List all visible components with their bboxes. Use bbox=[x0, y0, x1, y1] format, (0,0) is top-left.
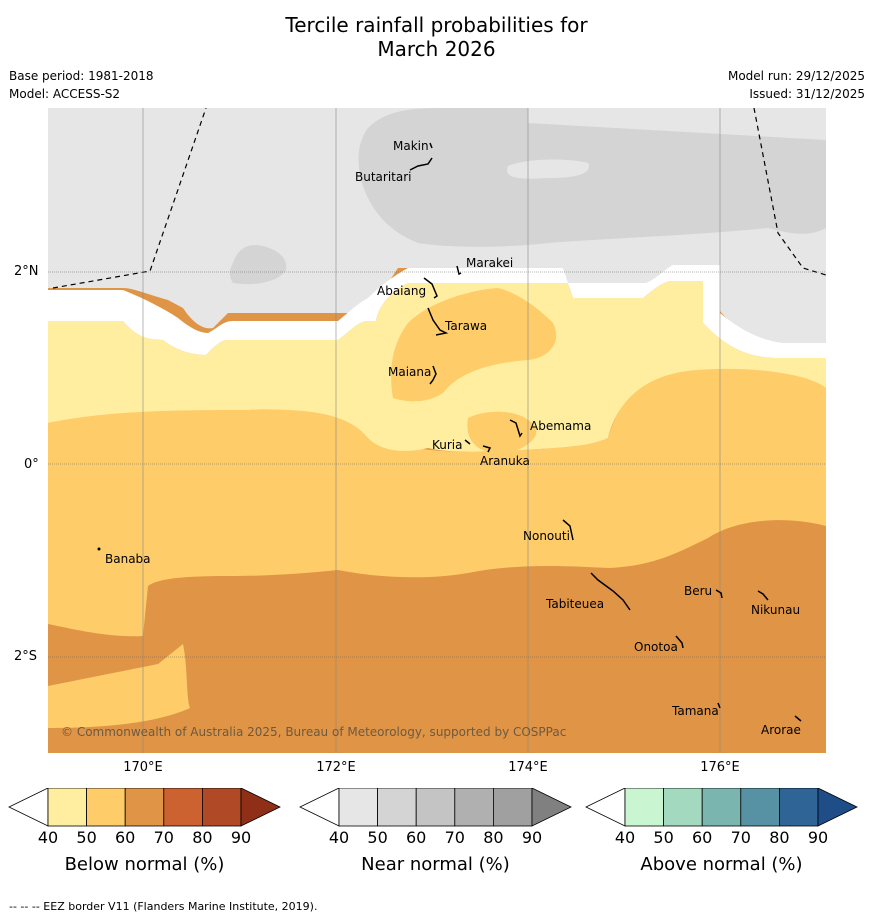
place-makin: Makin bbox=[393, 139, 429, 153]
lat-label-0: 0° bbox=[24, 457, 39, 472]
place-butaritari: Butaritari bbox=[355, 170, 412, 184]
colorbar-2-tick: 70 bbox=[444, 828, 465, 847]
colorbar-1-tick: 80 bbox=[192, 828, 213, 847]
model-run: Model run: 29/12/2025 bbox=[727, 69, 865, 83]
place-arorae: Arorae bbox=[761, 723, 801, 737]
colorbars bbox=[8, 788, 858, 827]
colorbar-3-tick: 80 bbox=[769, 828, 790, 847]
place-kuria: Kuria bbox=[432, 438, 463, 452]
white-gap bbox=[48, 265, 826, 358]
place-onotoa: Onotoa bbox=[634, 640, 678, 654]
lon-label-172: 172°E bbox=[316, 760, 356, 775]
colorbar-1-box-5 bbox=[201, 788, 242, 827]
lat-label-2n: 2°N bbox=[14, 264, 39, 279]
place-maiana: Maiana bbox=[388, 365, 431, 379]
colorbar-3-box-2 bbox=[663, 788, 703, 827]
model-name: Model: ACCESS-S2 bbox=[9, 87, 121, 101]
colorbar-3-label: Above normal (%) bbox=[640, 854, 803, 875]
title-line2: March 2026 bbox=[377, 37, 496, 61]
place-tamana: Tamana bbox=[671, 704, 719, 718]
colorbar-2-box-1 bbox=[338, 788, 378, 827]
colorbar-1-box-4 bbox=[163, 788, 203, 827]
base-period: Base period: 1981-2018 bbox=[9, 69, 154, 83]
colorbar-1-box-3 bbox=[124, 788, 165, 827]
eez-footnote: -- -- -- EEZ border V11 (Flanders Marine… bbox=[9, 900, 318, 913]
lon-label-174: 174°E bbox=[508, 760, 548, 775]
gridlines bbox=[142, 108, 721, 753]
issued-date: Issued: 31/12/2025 bbox=[749, 87, 865, 101]
near-normal-50-60-small bbox=[229, 245, 287, 285]
place-aranuka: Aranuka bbox=[480, 454, 530, 468]
below-normal-50-60-region bbox=[48, 365, 826, 637]
colorbar-2-tick: 60 bbox=[406, 828, 427, 847]
below-normal-50-60-kuria bbox=[467, 411, 537, 454]
place-nonouti: Nonouti bbox=[523, 529, 570, 543]
colorbar-3-min-extend bbox=[585, 788, 626, 827]
eez-border-east bbox=[753, 108, 826, 276]
lat-label-2s: 2°S bbox=[14, 649, 38, 664]
colorbar-2-tick: 40 bbox=[328, 828, 350, 847]
place-beru: Beru bbox=[684, 584, 712, 598]
place-tarawa: Tarawa bbox=[444, 319, 487, 333]
colorbar-2-min-extend bbox=[299, 788, 340, 827]
colorbar-1-tick: 60 bbox=[115, 828, 136, 847]
colorbar-3-tick: 70 bbox=[730, 828, 751, 847]
colorbar-3-box-5 bbox=[779, 788, 819, 827]
colorbar-3-tick: 90 bbox=[807, 828, 829, 847]
colorbar-2-box-4 bbox=[454, 788, 494, 827]
colorbar-1-box-2 bbox=[86, 788, 126, 827]
colorbar-2-box-3 bbox=[415, 788, 456, 827]
place-tabiteuea: Tabiteuea bbox=[545, 597, 604, 611]
colorbar-3-box-3 bbox=[701, 788, 742, 827]
place-nikunau: Nikunau bbox=[751, 603, 800, 617]
colorbar-3-tick: 40 bbox=[614, 828, 636, 847]
place-abemama: Abemama bbox=[530, 419, 591, 433]
place-abaiang: Abaiang bbox=[377, 284, 426, 298]
colorbar-1-label: Below normal (%) bbox=[64, 854, 225, 875]
colorbar-2-tick: 80 bbox=[483, 828, 504, 847]
copyright-text: © Commonwealth of Australia 2025, Bureau… bbox=[61, 725, 566, 739]
colorbar-1-tick: 40 bbox=[37, 828, 59, 847]
colorbar-1-min-extend bbox=[8, 788, 49, 827]
colorbar-2-box-5 bbox=[492, 788, 533, 827]
colorbar-2-tick: 90 bbox=[521, 828, 543, 847]
colorbar-3-tick: 50 bbox=[653, 828, 674, 847]
colorbar-3-tick: 60 bbox=[692, 828, 713, 847]
title-line1: Tercile rainfall probabilities for bbox=[285, 13, 588, 37]
colorbar-1-tick: 90 bbox=[230, 828, 252, 847]
colorbar-2-box-2 bbox=[377, 788, 417, 827]
place-marakei: Marakei bbox=[466, 256, 513, 270]
below-normal-50-60-tarawa bbox=[391, 288, 557, 402]
colorbar-2-label: Near normal (%) bbox=[361, 854, 510, 875]
lon-label-176: 176°E bbox=[700, 760, 740, 775]
rainfall-map: Makin Butaritari Marakei Abaiang Tarawa … bbox=[48, 108, 826, 753]
below-normal-50-60-southwest bbox=[48, 644, 190, 728]
colorbar-1-tick: 50 bbox=[76, 828, 97, 847]
colorbar-1-box-1 bbox=[47, 788, 87, 827]
near-normal-light-patch bbox=[507, 159, 589, 179]
colorbar-2-max-extend bbox=[531, 788, 572, 827]
colorbar-1-tick: 70 bbox=[153, 828, 174, 847]
colorbar-3-box-1 bbox=[624, 788, 664, 827]
lon-label-170: 170°E bbox=[123, 760, 163, 775]
place-banaba: Banaba bbox=[105, 552, 151, 566]
near-normal-50-60-region bbox=[358, 108, 826, 247]
colorbar-3-max-extend bbox=[817, 788, 858, 827]
island-outlines bbox=[409, 142, 802, 722]
colorbar-1-max-extend bbox=[240, 788, 281, 827]
colorbar-3-box-4 bbox=[740, 788, 780, 827]
colorbar-2-tick: 50 bbox=[367, 828, 388, 847]
